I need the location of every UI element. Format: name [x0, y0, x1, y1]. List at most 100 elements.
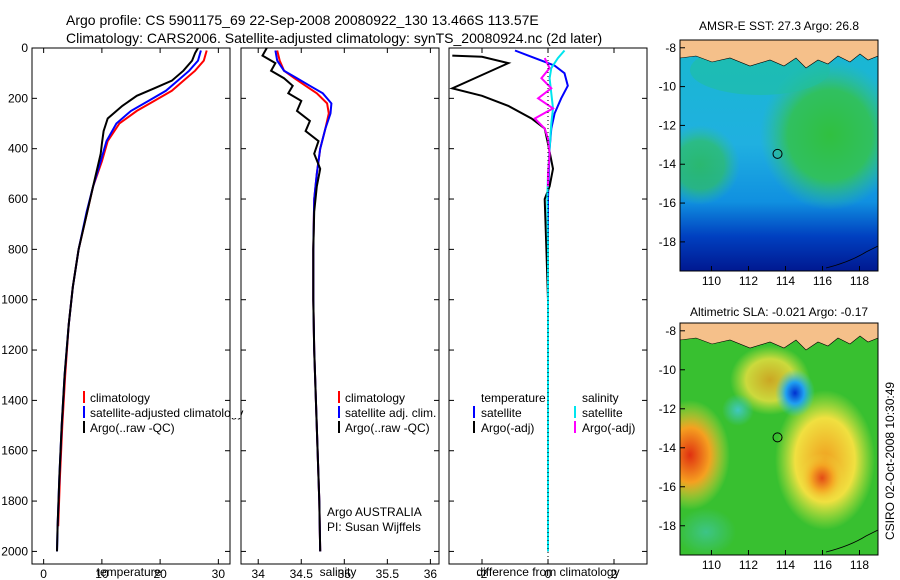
salinity-series-0	[276, 50, 330, 552]
sla-low-small	[722, 394, 754, 426]
sst_map-xtick-label: 110	[702, 274, 721, 288]
salinity-lines	[261, 48, 333, 552]
temperature-xtick-label: 20	[153, 567, 167, 580]
sla-land-java	[680, 323, 878, 351]
salinity-xtick-label: 36	[424, 567, 438, 580]
sst-warm-patch-west	[680, 125, 740, 205]
map-axis-ticks: 110 112 114 116 118 -8 -10 -12 -14 -16 -18 110 112 11…	[659, 41, 870, 572]
salinity-xtick-label: 34	[252, 567, 266, 580]
sla-low-eddy	[775, 369, 815, 417]
difference-series-1	[449, 54, 555, 552]
sst_map-ytick-label: -12	[659, 118, 677, 132]
sst-land-java	[680, 40, 878, 69]
sla_map-ytick-label: -16	[659, 480, 677, 494]
diff-legend-label-sal-satellite: satellite	[582, 406, 623, 420]
legend-title-salinity: salinity	[582, 391, 619, 405]
sla-coastline-australia	[825, 529, 878, 553]
diff-legend-label-temp-argo: Argo(-adj)	[481, 421, 534, 435]
salinity-xlabel: salinity	[320, 565, 357, 579]
difference-xlabel: difference from climatology	[476, 565, 619, 579]
depth-tick-label: 400	[8, 142, 28, 156]
legend-title-temperature: temperature	[481, 391, 546, 405]
sla_map-ytick-label: -14	[659, 441, 677, 455]
salinity-legend: climatology satellite adj. clim. Argo(..…	[327, 391, 436, 534]
sla_map-xtick-label: 110	[702, 558, 721, 572]
sst_map-ytick-label: -16	[659, 196, 677, 210]
salinity-axes-frame	[240, 47, 440, 565]
depth-tick-label: 1600	[1, 444, 28, 458]
sla_map-float-location-marker	[772, 432, 783, 443]
temperature-xtick-label: 30	[212, 567, 226, 580]
annotation-argo-australia: Argo AUSTRALIA	[327, 505, 422, 519]
salinity-xtick-label: 35.5	[376, 567, 400, 580]
legend-label-satellite: satellite-adjusted climatology	[90, 406, 243, 420]
csiro-timestamp: CSIRO 02-Oct-2008 10:30:49	[883, 382, 897, 540]
temperature-series-0	[57, 50, 208, 527]
annotation-pi-name: PI: Susan Wijffels	[327, 520, 421, 534]
sal-legend-label-satellite: satellite adj. clim.	[345, 406, 436, 420]
depth-tick-label: 1200	[1, 343, 28, 357]
sla_map-ytick-label: -18	[659, 519, 677, 533]
diff-legend-label-sal-argo: Argo(-adj)	[582, 421, 635, 435]
difference-series-3	[533, 57, 555, 187]
sst-warm-patch	[760, 60, 878, 210]
legend-label-argo: Argo(..raw -QC)	[90, 421, 175, 435]
sla_map-ytick-label: -8	[665, 324, 676, 338]
sla_map-ytick-label: -12	[659, 402, 677, 416]
title-line-1: Argo profile: CS 5901175_69 22-Sep-2008 …	[66, 12, 539, 28]
difference-legend: temperature satellite Argo(-adj) salinit…	[473, 391, 635, 435]
temperature-series-1	[56, 50, 202, 552]
salinity-series-2	[261, 48, 322, 552]
sst_map-xtick-label: 114	[776, 274, 795, 288]
sst-map-field	[680, 40, 878, 271]
sla_map-ytick-label: -10	[659, 363, 677, 377]
difference-series-2	[546, 49, 566, 552]
depth-tick-label: 200	[8, 91, 28, 105]
sla-high-west	[680, 400, 730, 510]
diff-legend-label-temp-satellite: satellite	[481, 406, 522, 420]
title-line-2: Climatology: CARS2006. Satellite-adjuste…	[66, 30, 602, 46]
temperature-axes-frame	[31, 47, 231, 565]
sst-map-frame	[679, 39, 879, 272]
depth-tick-label: 0	[21, 41, 28, 55]
sal-legend-label-climatology: climatology	[345, 391, 405, 405]
temperature-lines	[56, 48, 208, 552]
sal-legend-label-argo: Argo(..raw -QC)	[345, 421, 430, 435]
legend-label-climatology: climatology	[90, 391, 150, 405]
sst_map-xtick-label: 112	[739, 274, 758, 288]
salinity-xtick-label: 34.5	[290, 567, 314, 580]
axis-ticks: 0 10 20 30020040060080010001200140016001800…	[1, 41, 647, 580]
sla-high-core	[800, 453, 844, 503]
difference-xtick-label: 0	[545, 567, 552, 580]
depth-tick-label: 2000	[1, 544, 28, 558]
sla-map-title: Altimetric SLA: -0.021 Argo: -0.17	[690, 305, 868, 319]
temperature-series-2	[56, 48, 199, 552]
depth-tick-label: 600	[8, 192, 28, 206]
sst-coastline-australia	[825, 245, 878, 269]
sla_map-xtick-label: 118	[850, 558, 869, 572]
depth-tick-label: 1800	[1, 494, 28, 508]
temperature-xlabel: temperature	[97, 565, 162, 579]
sst-map-title: AMSR-E SST: 27.3 Argo: 26.8	[699, 19, 859, 33]
sla-map-field	[680, 323, 878, 555]
depth-tick-label: 1000	[1, 293, 28, 307]
sla_map-xtick-label: 116	[813, 558, 832, 572]
sst_map-ytick-label: -18	[659, 235, 677, 249]
salinity-series-1	[274, 50, 333, 552]
temperature-xtick-label: 10	[95, 567, 109, 580]
sst_map-xtick-label: 118	[850, 274, 869, 288]
sst_map-ytick-label: -10	[659, 80, 677, 94]
difference-xtick-label: 2	[611, 567, 618, 580]
sst_map-float-location-marker	[772, 148, 783, 159]
temperature-xtick-label: 0	[40, 567, 47, 580]
sla_map-xtick-label: 112	[739, 558, 758, 572]
sst_map-xtick-label: 116	[813, 274, 832, 288]
difference-xtick-label: -2	[477, 567, 488, 580]
temperature-legend: climatology satellite-adjusted climatolo…	[83, 391, 243, 435]
depth-tick-label: 1400	[1, 393, 28, 407]
sla-map-frame	[679, 322, 879, 556]
depth-tick-label: 800	[8, 242, 28, 256]
difference-lines	[449, 48, 569, 564]
